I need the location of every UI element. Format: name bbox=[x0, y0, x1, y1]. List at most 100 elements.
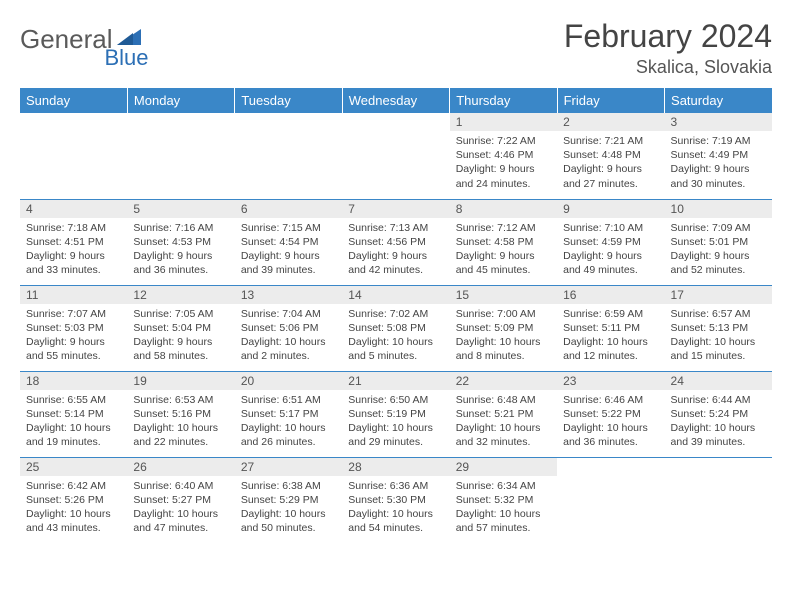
day-info: Sunrise: 6:53 AMSunset: 5:16 PMDaylight:… bbox=[127, 390, 234, 454]
day-number: 9 bbox=[557, 200, 664, 218]
day-number: 23 bbox=[557, 372, 664, 390]
sunrise-line: Sunrise: 6:42 AM bbox=[26, 479, 121, 493]
day-info: Sunrise: 6:59 AMSunset: 5:11 PMDaylight:… bbox=[557, 304, 664, 368]
sunset-line: Sunset: 5:06 PM bbox=[241, 321, 336, 335]
sunset-line: Sunset: 5:24 PM bbox=[671, 407, 766, 421]
day-info: Sunrise: 6:55 AMSunset: 5:14 PMDaylight:… bbox=[20, 390, 127, 454]
sunset-line: Sunset: 4:46 PM bbox=[456, 148, 551, 162]
sunrise-line: Sunrise: 7:13 AM bbox=[348, 221, 443, 235]
sunrise-line: Sunrise: 7:22 AM bbox=[456, 134, 551, 148]
sunset-line: Sunset: 5:14 PM bbox=[26, 407, 121, 421]
sunrise-line: Sunrise: 6:46 AM bbox=[563, 393, 658, 407]
day-info: Sunrise: 7:21 AMSunset: 4:48 PMDaylight:… bbox=[557, 131, 664, 195]
sunset-line: Sunset: 5:19 PM bbox=[348, 407, 443, 421]
day-info: Sunrise: 7:18 AMSunset: 4:51 PMDaylight:… bbox=[20, 218, 127, 282]
calendar-cell: 17Sunrise: 6:57 AMSunset: 5:13 PMDayligh… bbox=[665, 285, 772, 371]
day-info: Sunrise: 6:51 AMSunset: 5:17 PMDaylight:… bbox=[235, 390, 342, 454]
sunrise-line: Sunrise: 6:36 AM bbox=[348, 479, 443, 493]
calendar-cell: 29Sunrise: 6:34 AMSunset: 5:32 PMDayligh… bbox=[450, 457, 557, 543]
day-number: 7 bbox=[342, 200, 449, 218]
sunset-line: Sunset: 5:22 PM bbox=[563, 407, 658, 421]
logo: General Blue bbox=[20, 24, 191, 55]
day-number: 18 bbox=[20, 372, 127, 390]
daylight-line: Daylight: 9 hours and 27 minutes. bbox=[563, 162, 658, 190]
day-number: 4 bbox=[20, 200, 127, 218]
month-title: February 2024 bbox=[564, 18, 772, 55]
calendar-cell: 1 Sunrise: 7:22 AMSunset: 4:46 PMDaylight… bbox=[450, 113, 557, 199]
sunrise-line: Sunrise: 6:40 AM bbox=[133, 479, 228, 493]
sunset-line: Sunset: 5:01 PM bbox=[671, 235, 766, 249]
sunrise-line: Sunrise: 7:16 AM bbox=[133, 221, 228, 235]
calendar-cell: 6Sunrise: 7:15 AMSunset: 4:54 PMDaylight… bbox=[235, 199, 342, 285]
sunset-line: Sunset: 4:59 PM bbox=[563, 235, 658, 249]
daylight-line: Daylight: 10 hours and 47 minutes. bbox=[133, 507, 228, 535]
sunset-line: Sunset: 5:21 PM bbox=[456, 407, 551, 421]
sunset-line: Sunset: 5:04 PM bbox=[133, 321, 228, 335]
weekday-saturday: Saturday bbox=[665, 88, 772, 113]
daylight-line: Daylight: 10 hours and 19 minutes. bbox=[26, 421, 121, 449]
day-number: 13 bbox=[235, 286, 342, 304]
calendar-cell: 18Sunrise: 6:55 AMSunset: 5:14 PMDayligh… bbox=[20, 371, 127, 457]
daylight-line: Daylight: 9 hours and 33 minutes. bbox=[26, 249, 121, 277]
day-number: 14 bbox=[342, 286, 449, 304]
day-number: 15 bbox=[450, 286, 557, 304]
daylight-line: Daylight: 9 hours and 55 minutes. bbox=[26, 335, 121, 363]
sunrise-line: Sunrise: 7:21 AM bbox=[563, 134, 658, 148]
day-info: Sunrise: 7:10 AMSunset: 4:59 PMDaylight:… bbox=[557, 218, 664, 282]
day-number: 19 bbox=[127, 372, 234, 390]
day-number: 17 bbox=[665, 286, 772, 304]
sunrise-line: Sunrise: 7:09 AM bbox=[671, 221, 766, 235]
daylight-line: Daylight: 9 hours and 39 minutes. bbox=[241, 249, 336, 277]
day-number: 26 bbox=[127, 458, 234, 476]
weekday-header-row: Sunday Monday Tuesday Wednesday Thursday… bbox=[20, 88, 772, 113]
calendar-cell: 11Sunrise: 7:07 AMSunset: 5:03 PMDayligh… bbox=[20, 285, 127, 371]
weekday-wednesday: Wednesday bbox=[342, 88, 449, 113]
calendar-cell: 19Sunrise: 6:53 AMSunset: 5:16 PMDayligh… bbox=[127, 371, 234, 457]
day-number: 1 bbox=[450, 113, 557, 131]
calendar-cell bbox=[665, 457, 772, 543]
day-number: 5 bbox=[127, 200, 234, 218]
day-number: 2 bbox=[557, 113, 664, 131]
day-number: 28 bbox=[342, 458, 449, 476]
day-number: 25 bbox=[20, 458, 127, 476]
location: Skalica, Slovakia bbox=[564, 57, 772, 78]
sunrise-line: Sunrise: 7:02 AM bbox=[348, 307, 443, 321]
daylight-line: Daylight: 10 hours and 57 minutes. bbox=[456, 507, 551, 535]
sunset-line: Sunset: 4:54 PM bbox=[241, 235, 336, 249]
calendar-cell: 28Sunrise: 6:36 AMSunset: 5:30 PMDayligh… bbox=[342, 457, 449, 543]
calendar-cell: 15Sunrise: 7:00 AMSunset: 5:09 PMDayligh… bbox=[450, 285, 557, 371]
day-info: Sunrise: 7:09 AMSunset: 5:01 PMDaylight:… bbox=[665, 218, 772, 282]
daylight-line: Daylight: 9 hours and 24 minutes. bbox=[456, 162, 551, 190]
calendar-cell: 16Sunrise: 6:59 AMSunset: 5:11 PMDayligh… bbox=[557, 285, 664, 371]
day-number: 20 bbox=[235, 372, 342, 390]
title-block: February 2024 Skalica, Slovakia bbox=[564, 18, 772, 78]
calendar-cell: 7Sunrise: 7:13 AMSunset: 4:56 PMDaylight… bbox=[342, 199, 449, 285]
daylight-line: Daylight: 9 hours and 45 minutes. bbox=[456, 249, 551, 277]
sunrise-line: Sunrise: 6:55 AM bbox=[26, 393, 121, 407]
daylight-line: Daylight: 10 hours and 12 minutes. bbox=[563, 335, 658, 363]
day-number: 24 bbox=[665, 372, 772, 390]
day-info: Sunrise: 7:05 AMSunset: 5:04 PMDaylight:… bbox=[127, 304, 234, 368]
sunrise-line: Sunrise: 6:53 AM bbox=[133, 393, 228, 407]
logo-text-blue: Blue bbox=[105, 45, 149, 71]
sunset-line: Sunset: 4:56 PM bbox=[348, 235, 443, 249]
day-info: Sunrise: 6:34 AMSunset: 5:32 PMDaylight:… bbox=[450, 476, 557, 540]
sunset-line: Sunset: 4:49 PM bbox=[671, 148, 766, 162]
calendar-cell bbox=[235, 113, 342, 199]
sunrise-line: Sunrise: 7:04 AM bbox=[241, 307, 336, 321]
sunrise-line: Sunrise: 7:05 AM bbox=[133, 307, 228, 321]
daylight-line: Daylight: 9 hours and 49 minutes. bbox=[563, 249, 658, 277]
sunrise-line: Sunrise: 6:50 AM bbox=[348, 393, 443, 407]
calendar-cell bbox=[557, 457, 664, 543]
calendar-cell bbox=[20, 113, 127, 199]
sunrise-line: Sunrise: 6:48 AM bbox=[456, 393, 551, 407]
calendar-week-row: 25Sunrise: 6:42 AMSunset: 5:26 PMDayligh… bbox=[20, 457, 772, 543]
sunset-line: Sunset: 5:13 PM bbox=[671, 321, 766, 335]
daylight-line: Daylight: 10 hours and 32 minutes. bbox=[456, 421, 551, 449]
daylight-line: Daylight: 9 hours and 58 minutes. bbox=[133, 335, 228, 363]
day-number: 11 bbox=[20, 286, 127, 304]
sunset-line: Sunset: 5:17 PM bbox=[241, 407, 336, 421]
day-info: Sunrise: 7:02 AMSunset: 5:08 PMDaylight:… bbox=[342, 304, 449, 368]
day-info: Sunrise: 6:42 AMSunset: 5:26 PMDaylight:… bbox=[20, 476, 127, 540]
calendar-table: Sunday Monday Tuesday Wednesday Thursday… bbox=[20, 88, 772, 543]
